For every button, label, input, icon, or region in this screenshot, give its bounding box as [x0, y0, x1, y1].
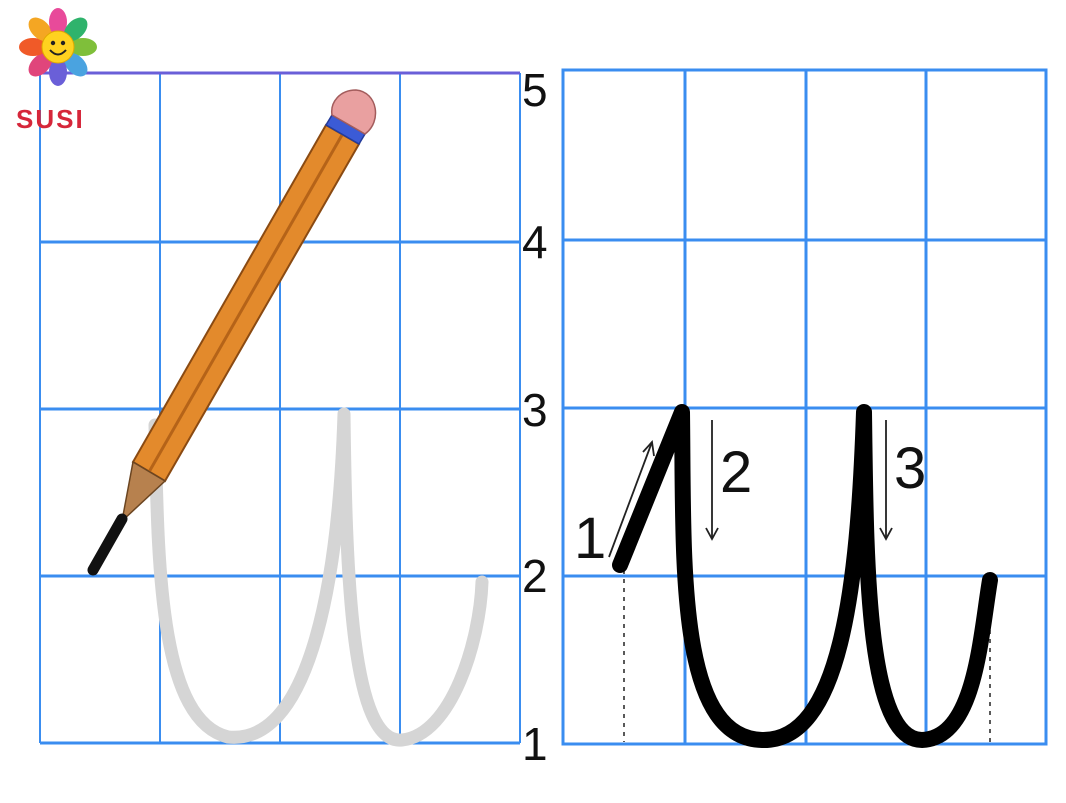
example-letter-u [612, 404, 998, 749]
arrow-1-icon [608, 441, 653, 558]
pencil-icon [87, 89, 377, 576]
line-number-5: 5 [522, 64, 548, 116]
stroke-label-3: 3 [894, 436, 926, 501]
line-number-3: 3 [522, 384, 548, 436]
ghost-letter-u [148, 407, 489, 747]
stroke-label-1: 1 [574, 506, 606, 571]
line-number-1: 1 [522, 718, 548, 770]
dashed-guides [623, 570, 991, 742]
line-numbers: 5 4 3 2 1 [522, 64, 548, 770]
stroke-arrows [608, 420, 893, 558]
line-number-2: 2 [522, 550, 548, 602]
practice-grid-left [39, 71, 521, 745]
stroke-label-2: 2 [720, 440, 752, 505]
line-number-4: 4 [522, 216, 548, 268]
logo-text: SUSI [16, 104, 85, 134]
sunflower-smiley-logo-icon: SUSI [16, 8, 97, 134]
stroke-order-labels: 1 2 3 [574, 436, 926, 571]
